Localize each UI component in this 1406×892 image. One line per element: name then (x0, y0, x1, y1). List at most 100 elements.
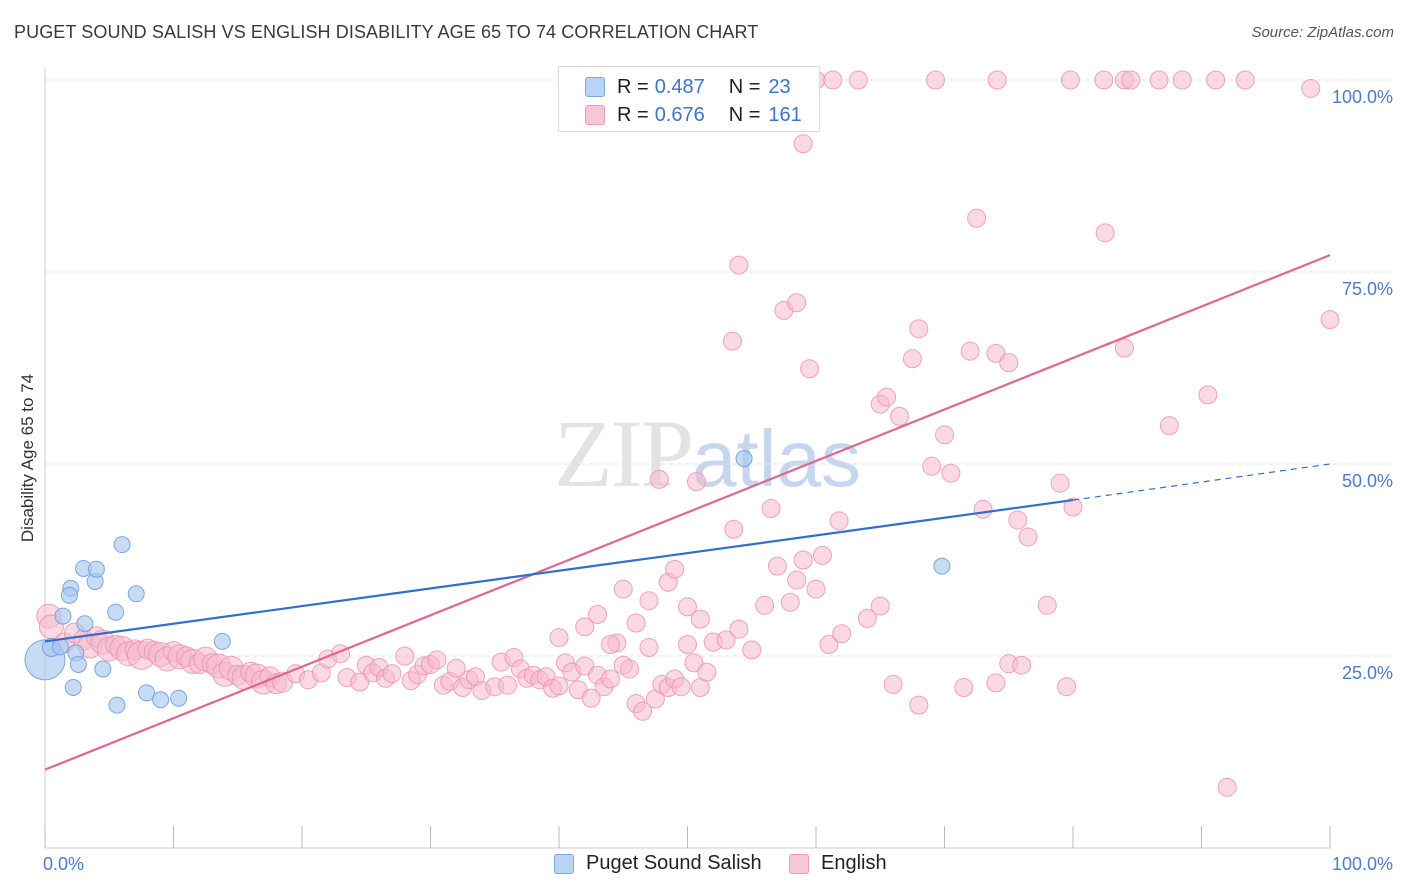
x-tick-label: 0.0% (43, 854, 84, 874)
english-point (967, 208, 987, 228)
english-point (780, 592, 800, 612)
y-tick-label: 50.0% (1342, 471, 1393, 491)
salish-point (933, 557, 951, 575)
salish-point (51, 638, 69, 656)
english-point (724, 519, 744, 539)
english-point (1320, 310, 1340, 330)
english-point (909, 695, 929, 715)
x-tick-label: 100.0% (1332, 854, 1393, 874)
english-point (960, 341, 980, 361)
english-point (902, 349, 922, 369)
legend-n-label: N = (728, 103, 761, 126)
english-point (1060, 70, 1080, 90)
english-point (987, 70, 1007, 90)
legend-r-value: 0.487 (654, 75, 705, 98)
english-point (829, 511, 849, 531)
english-point (600, 669, 620, 689)
english-point (1217, 777, 1237, 797)
english-point (626, 613, 646, 633)
salish-point (87, 560, 105, 578)
legend-n-value: 161 (768, 103, 802, 126)
english-point (729, 619, 749, 639)
english-point (1063, 497, 1083, 517)
salish-point (152, 691, 170, 709)
english-point (1149, 70, 1169, 90)
legend-n-label: N = (728, 75, 761, 98)
salish-trend-extension (1072, 463, 1331, 501)
english-point (427, 650, 447, 670)
english-point (1008, 510, 1028, 530)
english-point (973, 499, 993, 519)
english-swatch (585, 105, 605, 125)
english-point (684, 653, 704, 673)
english-point (575, 617, 595, 637)
salish-point (54, 607, 72, 625)
english-point (767, 556, 787, 576)
english-point (1198, 385, 1218, 405)
grid (45, 79, 1396, 657)
english-point (755, 595, 775, 615)
watermark-atlas: atlas (692, 414, 861, 503)
english-point (922, 456, 942, 476)
english-point (498, 675, 518, 695)
english-point (999, 353, 1019, 373)
english-point (877, 387, 897, 407)
english-point (678, 597, 697, 617)
watermark: ZIPatlas (554, 398, 861, 509)
english-point (1301, 78, 1321, 98)
salish-point (138, 684, 156, 702)
english-point (686, 472, 706, 492)
english-point (671, 677, 691, 697)
bottom-legend-label: English (821, 852, 887, 874)
english-point (549, 628, 569, 648)
salish-trend-line (44, 499, 1074, 643)
english-point (870, 596, 890, 616)
english-point (832, 624, 852, 644)
english-point (633, 701, 653, 721)
y-tick-label: 100.0% (1332, 87, 1393, 107)
salish-point (108, 696, 126, 714)
legend-r-value: 0.676 (654, 103, 705, 126)
english-point (806, 579, 826, 599)
english-point (793, 550, 813, 570)
english-point (1037, 595, 1057, 615)
english-point (787, 293, 807, 313)
salish-points (24, 450, 951, 714)
english-point (935, 425, 954, 445)
english-point (883, 674, 903, 694)
english-point (639, 591, 659, 611)
english-point (1050, 473, 1070, 493)
salish-point (170, 689, 188, 707)
english-points (36, 70, 1340, 797)
legend-row-english: R = 0.676 N = 161 (559, 101, 802, 129)
salish-point (107, 603, 125, 621)
axes (44, 68, 1331, 849)
english-point (350, 672, 370, 692)
y-tick-label: 75.0% (1342, 279, 1393, 299)
english-legend-swatch (789, 853, 809, 874)
salish-point (94, 660, 112, 678)
english-point (823, 70, 843, 90)
salish-point (213, 632, 231, 650)
english-point (1095, 223, 1115, 243)
english-point (1206, 70, 1226, 90)
english-point (395, 646, 415, 666)
english-point (678, 634, 697, 654)
english-point (665, 559, 685, 579)
english-point (1235, 70, 1255, 90)
english-point (812, 545, 832, 565)
salish-point (735, 450, 753, 468)
english-point (1094, 70, 1114, 90)
english-point (1159, 416, 1179, 436)
bottom-legend-salish: Puget Sound Salish (554, 852, 762, 875)
english-point (613, 579, 633, 599)
english-point (941, 463, 961, 483)
english-point (954, 677, 974, 697)
source-label: Source: ZipAtlas.com (1251, 24, 1394, 41)
english-point (1172, 70, 1192, 90)
english-point (1012, 655, 1032, 675)
english-point (600, 634, 620, 654)
legend-n-value: 23 (768, 75, 791, 98)
english-point (909, 319, 929, 339)
